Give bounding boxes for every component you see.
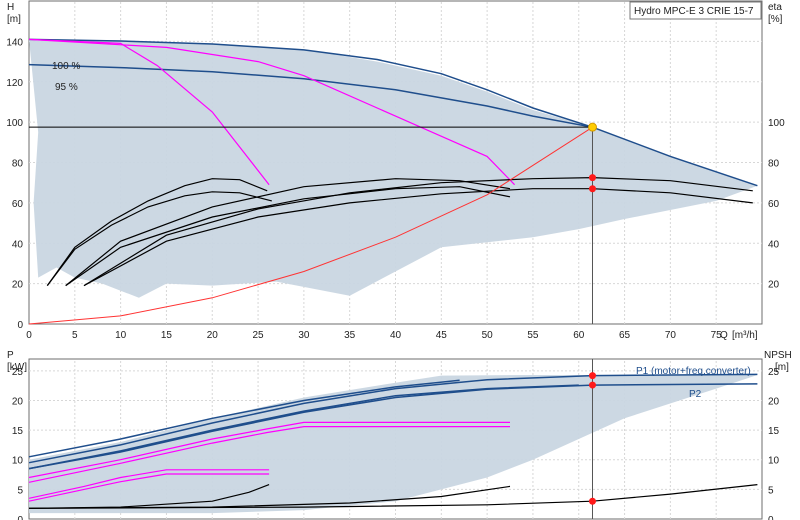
power-tick-labels: 0 5 10 15 20 25 0 5 10 15 20 25	[12, 367, 780, 520]
power-left-tick: 0	[17, 515, 23, 520]
power-right-tick: 0	[768, 515, 774, 520]
power-right-tick: 15	[768, 426, 780, 437]
flow-tick: 65	[619, 330, 631, 341]
head-limit-line	[28, 38, 516, 186]
npsh-point-marker	[588, 497, 596, 505]
flow-tick: 40	[390, 330, 402, 341]
speed-label-95: 95 %	[55, 82, 78, 93]
power-right-tick: 10	[768, 456, 780, 467]
speed-label-100: 100 %	[52, 61, 80, 72]
head-system-line	[28, 126, 593, 325]
head-left-tick: 20	[12, 280, 24, 291]
power-axis-unit: [kW]	[7, 362, 27, 373]
flow-tick: 5	[72, 330, 78, 341]
power-axis-label: P	[7, 350, 14, 361]
head-left-tick: 120	[6, 78, 23, 89]
head-right-tick: 20	[768, 280, 780, 291]
power-plot: 0 5 10 15 20 25 0 5 10 15 20 25 P [kW] NPSH [m] P1 …	[7, 350, 792, 520]
head-eff-line	[65, 186, 511, 287]
power-limit-line	[28, 421, 510, 479]
head-eff-line	[65, 178, 511, 287]
npsh-axis-label: NPSH	[764, 350, 792, 361]
flow-tick: 75	[711, 330, 723, 341]
head-tick-labels: 0 20 40 60 80 100 120 140 20 40 60 80 100 0 5 10 15 20 25 3…	[6, 37, 785, 341]
power-operating-area	[29, 375, 758, 514]
efficiency-point-marker	[588, 185, 596, 193]
power-right-tick: 5	[768, 485, 774, 496]
flow-tick: 30	[298, 330, 310, 341]
head-right-tick: 100	[768, 118, 785, 129]
power-left-tick: 15	[12, 426, 24, 437]
flow-axis-unit: [m³/h]	[732, 330, 758, 341]
head-right-tick: 80	[768, 159, 780, 170]
head-operating-area	[29, 39, 758, 298]
chart-title-box	[629, 1, 762, 20]
power-left-tick: 5	[17, 485, 23, 496]
flow-tick: 60	[573, 330, 585, 341]
head-right-tick: 60	[768, 199, 780, 210]
head-left-tick: 140	[6, 37, 23, 48]
head-curve-line	[28, 63, 593, 128]
head-right-tick: 40	[768, 239, 780, 250]
head-left-tick: 60	[12, 199, 24, 210]
p1-label: P1 (motor+freq.converter)	[636, 366, 751, 377]
efficiency-point-marker	[588, 174, 596, 182]
head-operating-area	[29, 39, 758, 298]
p2-label: P2	[689, 389, 702, 400]
power-operating-area	[29, 375, 758, 514]
head-eff-line	[83, 176, 753, 287]
head-axis-label: H	[7, 2, 14, 13]
power-curve-line	[28, 373, 758, 464]
head-curve-line	[28, 38, 758, 187]
power-right-tick: 25	[768, 367, 780, 378]
power-limit-line	[28, 469, 270, 499]
head-duty-points	[587, 122, 597, 193]
power-curve-line	[28, 384, 579, 470]
flow-tick: 45	[436, 330, 448, 341]
head-left-tick: 0	[17, 320, 23, 331]
eta-axis-unit: [%]	[768, 14, 783, 25]
head-eff-line	[46, 178, 268, 286]
flow-tick: 70	[665, 330, 677, 341]
head-limit-line	[28, 38, 270, 186]
power-left-tick: 20	[12, 396, 24, 407]
head-curves	[28, 38, 758, 325]
power-limit-line	[28, 473, 270, 502]
head-axis-unit: [m]	[7, 14, 21, 25]
flow-tick: 10	[115, 330, 127, 341]
head-left-tick: 80	[12, 159, 24, 170]
flow-tick: 15	[161, 330, 173, 341]
chart-title: Hydro MPC-E 3 CRIE 15-7	[634, 6, 754, 17]
power-left-tick: 10	[12, 456, 24, 467]
head-eff-line	[46, 191, 272, 286]
head-left-tick: 40	[12, 239, 24, 250]
power-curves	[28, 359, 758, 519]
head-eff-line	[83, 188, 753, 287]
flow-tick: 50	[482, 330, 494, 341]
power-right-tick: 20	[768, 396, 780, 407]
power-curve-line	[28, 383, 758, 470]
flow-tick: 20	[207, 330, 219, 341]
power-point-marker	[588, 381, 596, 389]
power-point-marker	[588, 372, 596, 380]
flow-tick: 25	[253, 330, 265, 341]
power-curve-line	[28, 379, 460, 458]
head-left-tick: 100	[6, 118, 23, 129]
duty-point-marker	[587, 122, 597, 132]
npsh-axis-unit: [m]	[775, 362, 789, 373]
flow-tick: 0	[26, 330, 32, 341]
power-duty-points	[588, 372, 596, 505]
flow-axis-label: Q	[720, 330, 728, 341]
power-npsh-line	[28, 484, 758, 509]
eta-axis-label: eta	[768, 2, 782, 13]
power-left-tick: 25	[12, 367, 24, 378]
flow-tick: 55	[527, 330, 539, 341]
flow-tick: 35	[344, 330, 356, 341]
head-plot: 0 20 40 60 80 100 120 140 20 40 60 80 100 0 5 10 15 20 25 3…	[6, 0, 785, 341]
power-limit-line	[28, 426, 510, 483]
